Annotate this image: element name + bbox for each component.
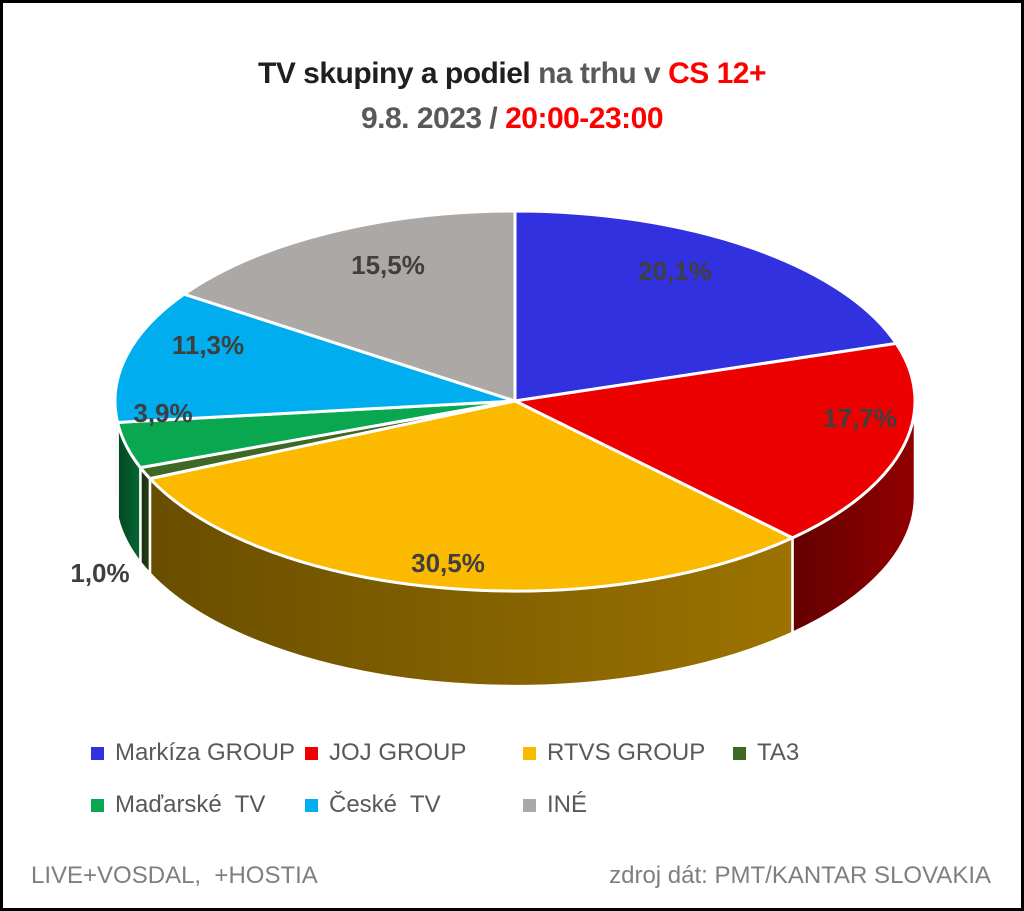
title-text-timeband: 20:00-23:00 (505, 102, 664, 135)
legend-label-madarske-tv: Maďarské TV (115, 791, 266, 818)
legend-item-ine: INÉ (523, 790, 587, 820)
pie-slice-side-ta3 (139, 466, 152, 575)
legend-label-rtvs-group: RTVS GROUP (547, 739, 706, 766)
legend-swatch-ceske-tv (305, 798, 318, 812)
legend-item-ta3: TA3 (733, 738, 799, 768)
legend-swatch-madarske-tv (91, 798, 104, 812)
legend-swatch-markiza-group (91, 746, 104, 760)
legend-swatch-ta3 (733, 746, 746, 760)
legend-item-markiza-group: Markíza GROUP (91, 738, 295, 768)
pie-label-rtvs-group: 30,5% (411, 548, 485, 578)
legend-label-ta3: TA3 (757, 739, 800, 766)
title-text-audience: CS 12+ (668, 57, 766, 90)
title-text-main: TV skupiny a podiel (258, 57, 539, 90)
pie-chart: 20,1% 17,7% 30,5% 1,0% 3,9% 11,3% 15,5% (70, 209, 917, 688)
pie-slice-markiza-group (513, 209, 898, 403)
chart-title-line2: 9.8. 2023 / 20:00-23:00 (3, 96, 1021, 141)
title-text-market: na trhu v (538, 57, 669, 90)
legend-item-rtvs-group: RTVS GROUP (523, 738, 705, 768)
legend-swatch-joj-group (305, 746, 318, 760)
title-text-date: 9.8. 2023 / (360, 102, 506, 135)
legend-item-ceske-tv: České TV (305, 790, 441, 820)
footer-note: LIVE+VOSDAL, +HOSTIA (31, 862, 318, 889)
legend-item-madarske-tv: Maďarské TV (91, 790, 265, 820)
pie-label-madarske-tv: 3,9% (133, 398, 192, 428)
pie-slice-ceske-tv (113, 292, 517, 424)
pie-label-ta3: 1,0% (70, 558, 129, 588)
pie-slice-joj-group (513, 341, 917, 540)
pie-label-ine: 15,5% (351, 250, 425, 280)
legend-label-ine: INÉ (547, 791, 588, 818)
legend-item-joj-group: JOJ GROUP (305, 738, 466, 768)
legend-swatch-ine (523, 798, 536, 812)
pie-slice-ine (182, 209, 517, 403)
legend-label-ceske-tv: České TV (329, 791, 441, 818)
chart-title-line1: TV skupiny a podiel na trhu v CS 12+ (3, 51, 1021, 96)
legend-swatch-rtvs-group (523, 746, 536, 760)
pie-slice-rtvs-group (148, 399, 794, 593)
pie-label-markiza-group: 20,1% (638, 256, 712, 286)
pie-label-joj-group: 17,7% (823, 403, 897, 433)
legend-label-markiza-group: Markíza GROUP (115, 739, 296, 766)
footer-source: zdroj dát: PMT/KANTAR SLOVAKIA (609, 862, 991, 889)
pie-label-ceske-tv: 11,3% (172, 330, 244, 360)
legend-label-joj-group: JOJ GROUP (329, 739, 467, 766)
chart-title: TV skupiny a podiel na trhu v CS 12+ 9.8… (3, 51, 1021, 141)
